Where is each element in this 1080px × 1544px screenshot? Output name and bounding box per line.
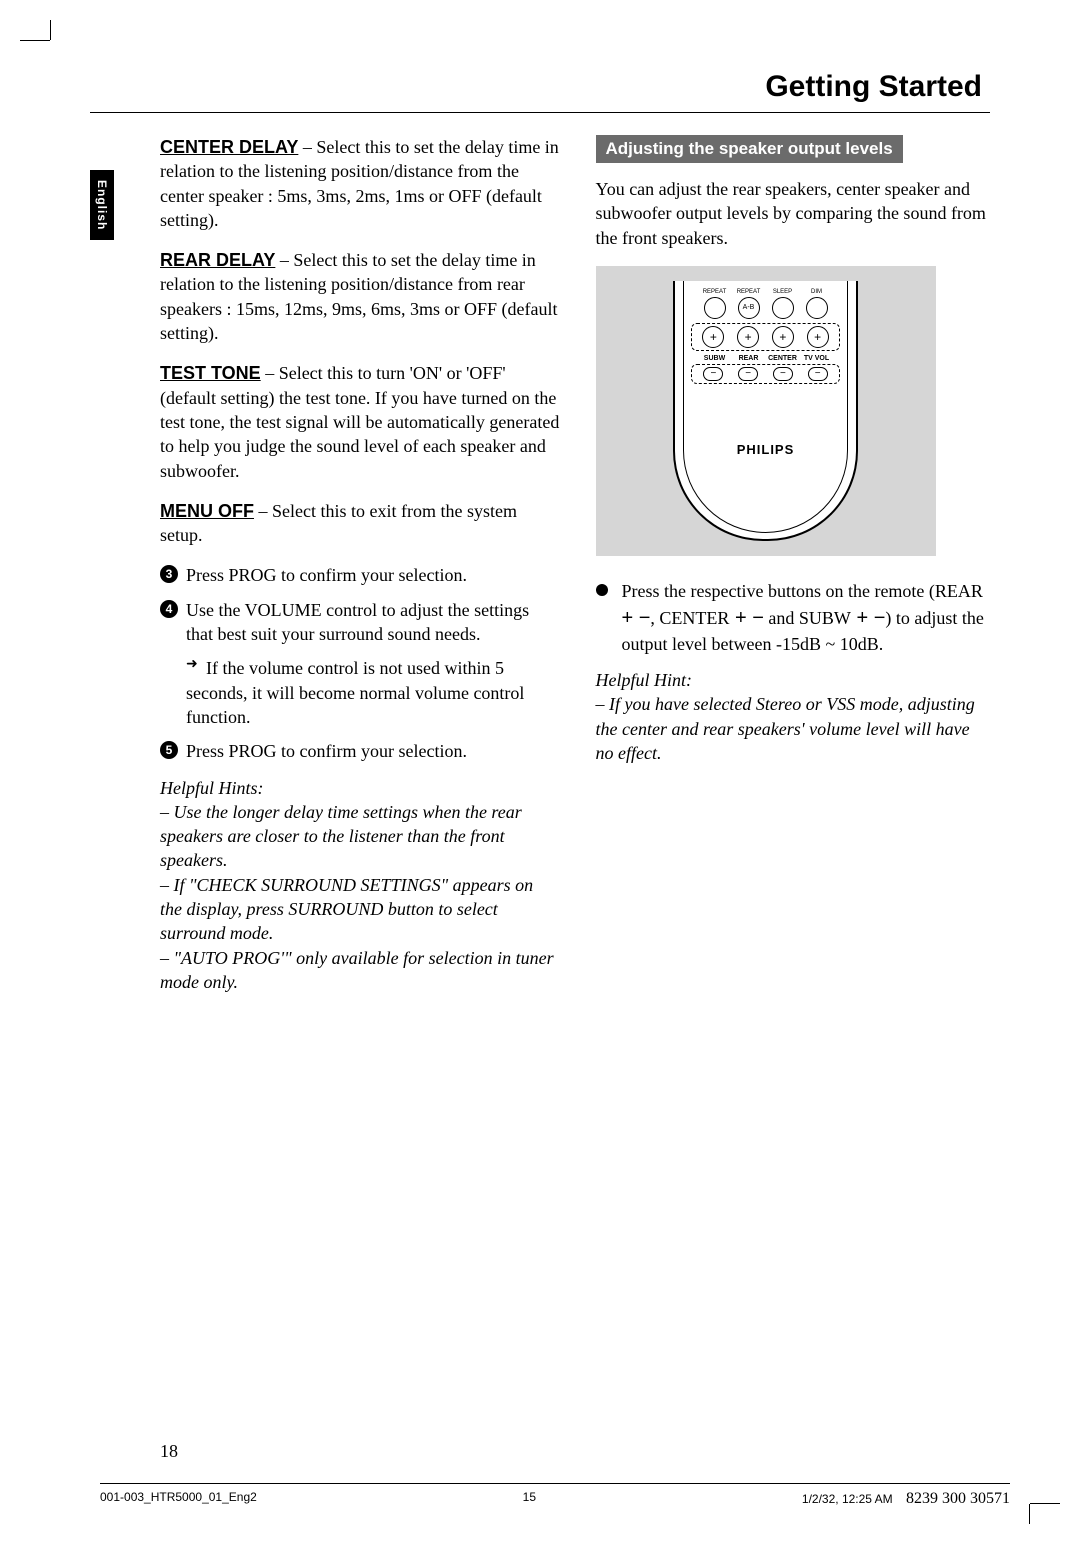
step5-post: to confirm your selection. xyxy=(277,741,467,761)
hint2: – If "CHECK SURROUND SETTINGS" appears o… xyxy=(160,875,533,944)
b1: REAR xyxy=(935,581,983,601)
remote-body: REPEAT REPEAT SLEEP DIM A-B + + + xyxy=(673,281,858,541)
lbl: SLEEP xyxy=(770,289,796,295)
lbl: TV VOL xyxy=(802,355,832,362)
lbl: CENTER xyxy=(768,355,798,362)
menu-off-label: MENU OFF xyxy=(160,501,254,521)
remote-col-labels: SUBW REAR CENTER TV VOL xyxy=(675,355,856,362)
remote-button xyxy=(772,297,794,319)
step3-bold: PROG xyxy=(229,565,277,585)
step-num-icon: 5 xyxy=(160,741,178,759)
footer-pg: 15 xyxy=(523,1490,536,1508)
remote-illustration: REPEAT REPEAT SLEEP DIM A-B + + + xyxy=(596,266,936,556)
pm2: + − xyxy=(729,607,763,629)
right-column: Adjusting the speaker output levels You … xyxy=(596,135,991,994)
step-5: 5 Press PROG to confirm your selection. xyxy=(160,739,560,763)
columns: CENTER DELAY – Select this to set the de… xyxy=(90,135,990,994)
center-delay-para: CENTER DELAY – Select this to set the de… xyxy=(160,135,560,232)
step5-pre: Press xyxy=(186,741,229,761)
remote-button xyxy=(704,297,726,319)
lbl: DIM xyxy=(804,289,830,295)
minus-icon: − xyxy=(773,367,793,381)
test-tone-para: TEST TONE – Select this to turn 'ON' or … xyxy=(160,361,560,482)
lbl: REAR xyxy=(734,355,764,362)
section-banner: Adjusting the speaker output levels xyxy=(596,135,903,163)
step4-bold: VOLUME xyxy=(245,600,322,620)
step4-pre: Use the xyxy=(186,600,245,620)
plus-icon: + xyxy=(807,326,829,348)
footer: 001-003_HTR5000_01_Eng2 15 1/2/32, 12:25… xyxy=(100,1483,1010,1508)
lbl: REPEAT xyxy=(702,289,728,295)
hints-title: Helpful Hints: xyxy=(160,776,560,800)
crop-mark xyxy=(50,20,51,40)
step4-sub-text: If the volume control is not used within… xyxy=(186,658,524,727)
page-title: Getting Started xyxy=(90,70,990,113)
remote-minus-row: − − − − xyxy=(691,364,840,384)
pm1: + − xyxy=(622,607,651,629)
left-column: CENTER DELAY – Select this to set the de… xyxy=(160,135,560,994)
bullet-icon xyxy=(596,584,608,596)
remote-button-ab: A-B xyxy=(738,297,760,319)
step3-pre: Press xyxy=(186,565,229,585)
remote-button xyxy=(806,297,828,319)
hint-text: – If you have selected Stereo or VSS mod… xyxy=(596,694,975,763)
lbl: SUBW xyxy=(700,355,730,362)
center-delay-label: CENTER DELAY xyxy=(160,137,298,157)
step3-post: to confirm your selection. xyxy=(277,565,467,585)
page-content: Getting Started CENTER DELAY – Select th… xyxy=(90,70,990,994)
hints-block: Helpful Hints: – Use the longer delay ti… xyxy=(160,776,560,995)
step-4: 4 Use the VOLUME control to adjust the s… xyxy=(160,598,560,647)
hint3: – "AUTO PROG'" only available for select… xyxy=(160,948,554,992)
rear-delay-para: REAR DELAY – Select this to set the dela… xyxy=(160,248,560,345)
plus-icon: + xyxy=(772,326,794,348)
step5-bold: PROG xyxy=(229,741,277,761)
step4-sub: If the volume control is not used within… xyxy=(160,656,560,729)
minus-icon: − xyxy=(738,367,758,381)
test-tone-label: TEST TONE xyxy=(160,363,261,383)
crop-mark xyxy=(20,40,50,41)
hint1: – Use the longer delay time settings whe… xyxy=(160,802,522,871)
remote-top-labels: REPEAT REPEAT SLEEP DIM xyxy=(675,289,856,295)
b3: SUBW xyxy=(799,608,851,628)
remote-plus-row: + + + + xyxy=(691,323,840,351)
footer-file: 001-003_HTR5000_01_Eng2 xyxy=(100,1490,257,1508)
lbl: REPEAT xyxy=(736,289,762,295)
page-number: 18 xyxy=(160,1441,178,1462)
footer-docid: 8239 300 30571 xyxy=(906,1490,1010,1507)
remote-brand: PHILIPS xyxy=(675,442,856,457)
right-intro: You can adjust the rear speakers, center… xyxy=(596,177,991,250)
right-hint: Helpful Hint: – If you have selected Ste… xyxy=(596,668,991,765)
step-num-icon: 3 xyxy=(160,565,178,583)
bullet-adjust: Press the respective buttons on the remo… xyxy=(596,578,991,656)
t3: and xyxy=(764,608,799,628)
crop-mark xyxy=(1029,1504,1030,1524)
step-num-icon: 4 xyxy=(160,600,178,618)
t1: Press the respective buttons on the remo… xyxy=(622,581,935,601)
plus-icon: + xyxy=(702,326,724,348)
b2: CENTER xyxy=(659,608,729,628)
plus-icon: + xyxy=(737,326,759,348)
crop-mark xyxy=(1030,1503,1060,1504)
remote-row1: A-B xyxy=(675,297,856,319)
hint-title: Helpful Hint: xyxy=(596,668,991,692)
minus-icon: − xyxy=(808,367,828,381)
menu-off-para: MENU OFF – Select this to exit from the … xyxy=(160,499,560,548)
pm3: + − xyxy=(851,607,885,629)
footer-date: 1/2/32, 12:25 AM xyxy=(802,1492,893,1506)
step-3: 3 Press PROG to confirm your selection. xyxy=(160,563,560,587)
rear-delay-label: REAR DELAY xyxy=(160,250,275,270)
minus-icon: − xyxy=(703,367,723,381)
